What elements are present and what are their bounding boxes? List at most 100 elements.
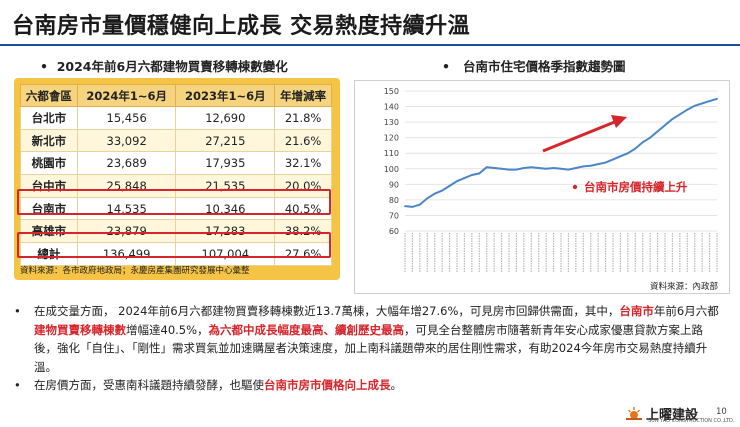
title-rule: [0, 44, 740, 46]
company-name-en: SUN YAO CONSTRUCTION CO.,LTD.: [648, 418, 735, 424]
cell-rate: 21.8%: [274, 106, 332, 130]
data-point: [649, 136, 652, 139]
cell-2023: 12,690: [175, 106, 276, 130]
col-header: 2024年1~6月: [76, 84, 177, 107]
data-point: [470, 174, 473, 176]
y-tick-label: 150: [384, 87, 399, 96]
data-point: [582, 165, 585, 168]
y-tick-label: 60: [389, 227, 399, 236]
bullet-volume-text: 在成交量方面， 2024年前6月六都建物買賣移轉棟數近13.7萬棟，大幅年增27…: [34, 304, 719, 374]
company-name: 上曜建設: [646, 408, 699, 423]
bullet-highlight: 建物買賣移轉棟數: [34, 322, 126, 337]
cell-2023: 27,215: [175, 128, 276, 153]
col-header: 六都會區: [20, 84, 78, 107]
trend-arrow-shaft: [542, 119, 618, 153]
cell-city: 高雄市: [20, 219, 78, 244]
bullet-segment: 在房價方面，受惠南科議題持續發酵，也驅使: [34, 378, 264, 392]
col-header: 年增減率: [274, 84, 332, 107]
cell-rate: 21.6%: [274, 128, 332, 153]
slide-title: 台南房市量價穩健向上成長 交易熱度持續升溫: [12, 14, 471, 39]
y-tick-label: 80: [389, 196, 399, 205]
bullet-segment: 增幅達40.5%，: [126, 322, 209, 337]
table-row: 新北市 33,092 27,215 21.6%: [20, 128, 332, 153]
data-point: [634, 147, 637, 150]
data-point: [664, 124, 666, 127]
data-point: [656, 130, 659, 133]
y-tick-label: 110: [384, 149, 399, 158]
data-point: [456, 180, 458, 183]
data-point: [701, 102, 704, 105]
data-point: [441, 189, 444, 192]
cell-city: 新北市: [20, 128, 78, 153]
data-point: [426, 197, 429, 200]
y-tick-label: 120: [384, 134, 399, 143]
data-point: [560, 167, 562, 170]
bullet-highlight: 台南市房市價格向上成長: [264, 378, 391, 392]
bullet-price: • 在房價方面，受惠南科議題持續發酵，也驅使台南市房市價格向上成長。: [14, 376, 726, 395]
transfer-table: 六都會區 2024年1~6月 2023年1~6月 年增減率 台北市 15,456…: [20, 84, 332, 266]
bullet-segment: 。: [390, 378, 403, 392]
cell-2024: 15,456: [76, 106, 177, 130]
cell-rate: 38.2%: [274, 219, 332, 244]
y-tick-label: 90: [389, 180, 399, 189]
data-point: [567, 168, 570, 171]
data-point: [641, 141, 644, 144]
data-point: [716, 97, 718, 100]
bullet-volume: • 在成交量方面， 2024年前6月六都建物買賣移轉棟數近13.7萬棟，大幅年增2…: [14, 302, 726, 376]
table-row: 高雄市 23,879 17,283 38.2%: [20, 219, 332, 244]
data-point: [493, 167, 496, 169]
data-point: [485, 166, 488, 169]
right-subtitle-text: 台南市住宅價格季指數趨勢圖: [463, 59, 626, 74]
bullet-dot: •: [14, 304, 21, 318]
bullet-segment: 在成交量方面， 2024年前6月六都建物買賣移轉棟數近13.7萬棟，大幅年增27…: [34, 304, 620, 318]
cell-2024: 33,092: [76, 128, 177, 153]
price-index-chart: 60 70 80 90 100 110 120 130 140 150 台南市房價持續上升: [354, 80, 730, 294]
data-point: [500, 167, 503, 170]
annotation-bullet: [572, 184, 578, 190]
page-number: 10: [716, 407, 727, 417]
data-point: [537, 167, 540, 169]
data-point: [545, 167, 548, 170]
left-source: 資料來源：各市政府地政局；永慶房產集團研究發展中心彙整: [20, 266, 250, 276]
data-point: [463, 177, 466, 180]
data-point: [530, 166, 533, 169]
data-point: [404, 205, 406, 208]
data-point: [574, 167, 577, 169]
data-point: [478, 172, 481, 175]
y-tick-label: 100: [384, 165, 399, 174]
bullet-highlight: 為六都中成長幅度最高、續創歷史最高: [208, 322, 405, 337]
data-point: [448, 184, 451, 187]
cell-city: 桃園市: [20, 151, 78, 176]
data-point: [678, 113, 681, 116]
cell-city: 台北市: [20, 106, 78, 130]
data-point: [418, 203, 421, 206]
table-row-total: 總計 136,499 107,004 27.6%: [20, 242, 332, 266]
data-point: [619, 155, 622, 158]
cell-2024: 23,689: [76, 151, 177, 176]
data-point: [612, 158, 614, 161]
cell-rate: 32.1%: [274, 151, 332, 176]
data-point: [552, 167, 555, 169]
cell-city: 台中市: [20, 174, 78, 198]
chart-svg: 60 70 80 90 100 110 120 130 140 150 台南市房價持續上升: [384, 87, 718, 273]
chart-annotation: 台南市房價持續上升: [584, 180, 688, 194]
data-point: [604, 161, 607, 164]
right-source: 資料來源：內政部: [650, 282, 719, 292]
bullet-dot: •: [14, 378, 21, 392]
cell-2023: 17,935: [175, 151, 276, 176]
highlight-total-row: [17, 232, 331, 258]
data-point: [411, 205, 414, 208]
data-point: [515, 168, 518, 171]
table-header-row: 六都會區 2024年1~6月 2023年1~6月 年增減率: [20, 84, 332, 107]
trend-arrow-head: [611, 115, 627, 128]
bullet-price-text: 在房價方面，受惠南科議題持續發酵，也驅使台南市房市價格向上成長。: [34, 378, 402, 392]
data-point: [522, 167, 525, 169]
y-tick-label: 140: [384, 103, 399, 112]
table-row: 桃園市 23,689 17,935 32.1%: [20, 151, 332, 176]
data-point: [708, 100, 711, 103]
data-point: [508, 168, 510, 171]
col-header: 2023年1~6月: [175, 84, 276, 107]
bullet-highlight: 台南市: [619, 304, 654, 318]
bullet-list: • 在成交量方面， 2024年前6月六都建物買賣移轉棟數近13.7萬棟，大幅年增2…: [14, 302, 726, 395]
data-point: [433, 192, 436, 195]
